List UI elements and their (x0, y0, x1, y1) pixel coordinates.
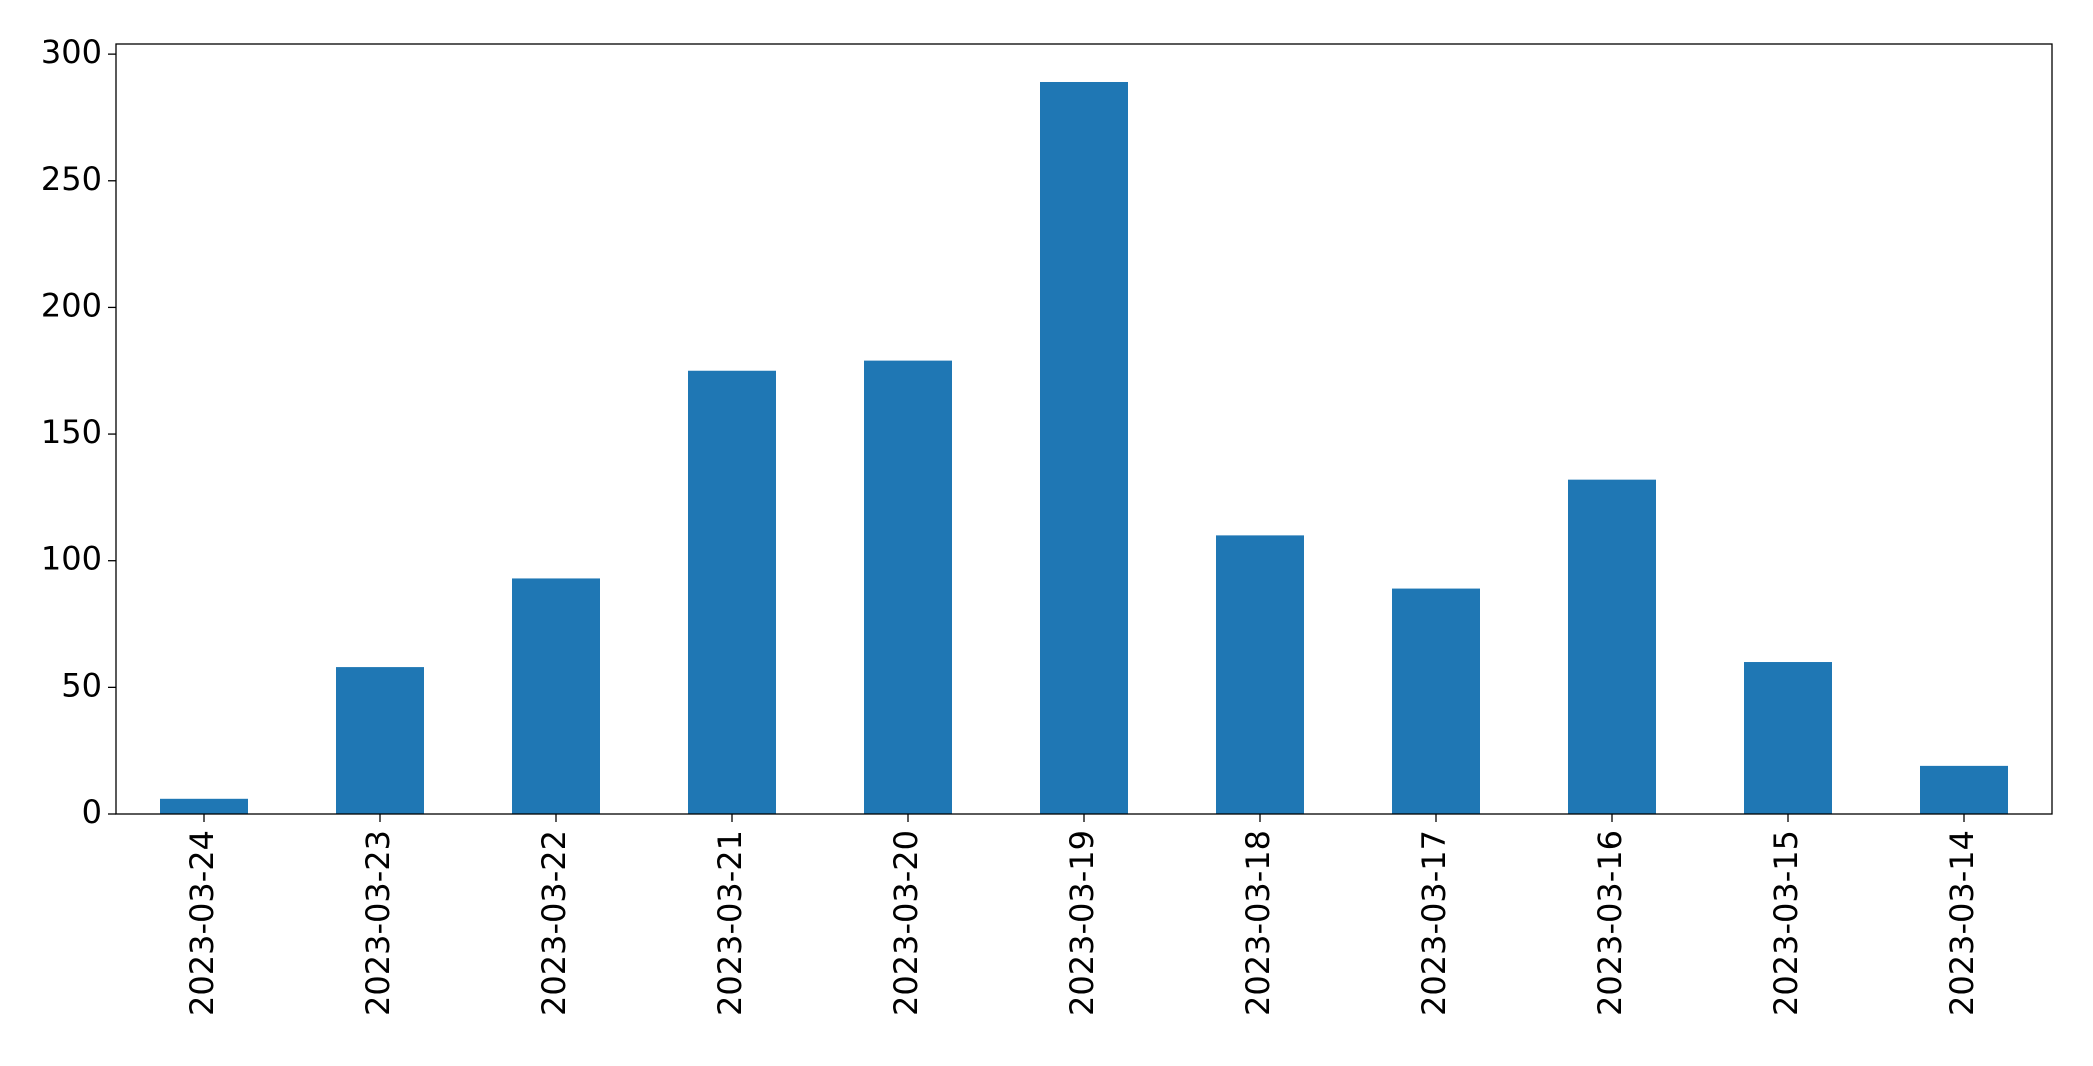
bar (1392, 588, 1480, 814)
x-tick-label: 2023-03-20 (887, 830, 925, 1016)
x-tick-label: 2023-03-24 (183, 830, 221, 1016)
y-tick-label: 50 (61, 666, 102, 704)
y-tick-label: 0 (82, 793, 102, 831)
x-tick-label: 2023-03-16 (1591, 830, 1629, 1016)
bar (1920, 765, 2008, 814)
plot-frame (115, 43, 2053, 815)
x-tick-label: 2023-03-14 (1943, 830, 1981, 1016)
bar (1568, 479, 1656, 814)
y-tick-label: 200 (41, 286, 102, 324)
y-tick-label: 250 (41, 160, 102, 198)
x-tick-label: 2023-03-17 (1415, 830, 1453, 1016)
bar (1216, 535, 1304, 814)
x-tick-label: 2023-03-23 (359, 830, 397, 1016)
bar (1744, 662, 1832, 814)
y-tick-label: 300 (41, 33, 102, 71)
x-tick-label: 2023-03-18 (1239, 830, 1277, 1016)
x-tick-label: 2023-03-21 (711, 830, 749, 1016)
y-tick-label: 100 (41, 540, 102, 578)
y-tick-label: 150 (41, 413, 102, 451)
bar (1040, 81, 1128, 815)
x-tick-label: 2023-03-15 (1767, 830, 1805, 1016)
bar (512, 578, 600, 814)
bar (160, 798, 248, 814)
x-tick-label: 2023-03-19 (1063, 830, 1101, 1016)
bar (864, 360, 952, 814)
x-tick-label: 2023-03-22 (535, 830, 573, 1016)
bar (336, 667, 424, 814)
bar (688, 370, 776, 814)
